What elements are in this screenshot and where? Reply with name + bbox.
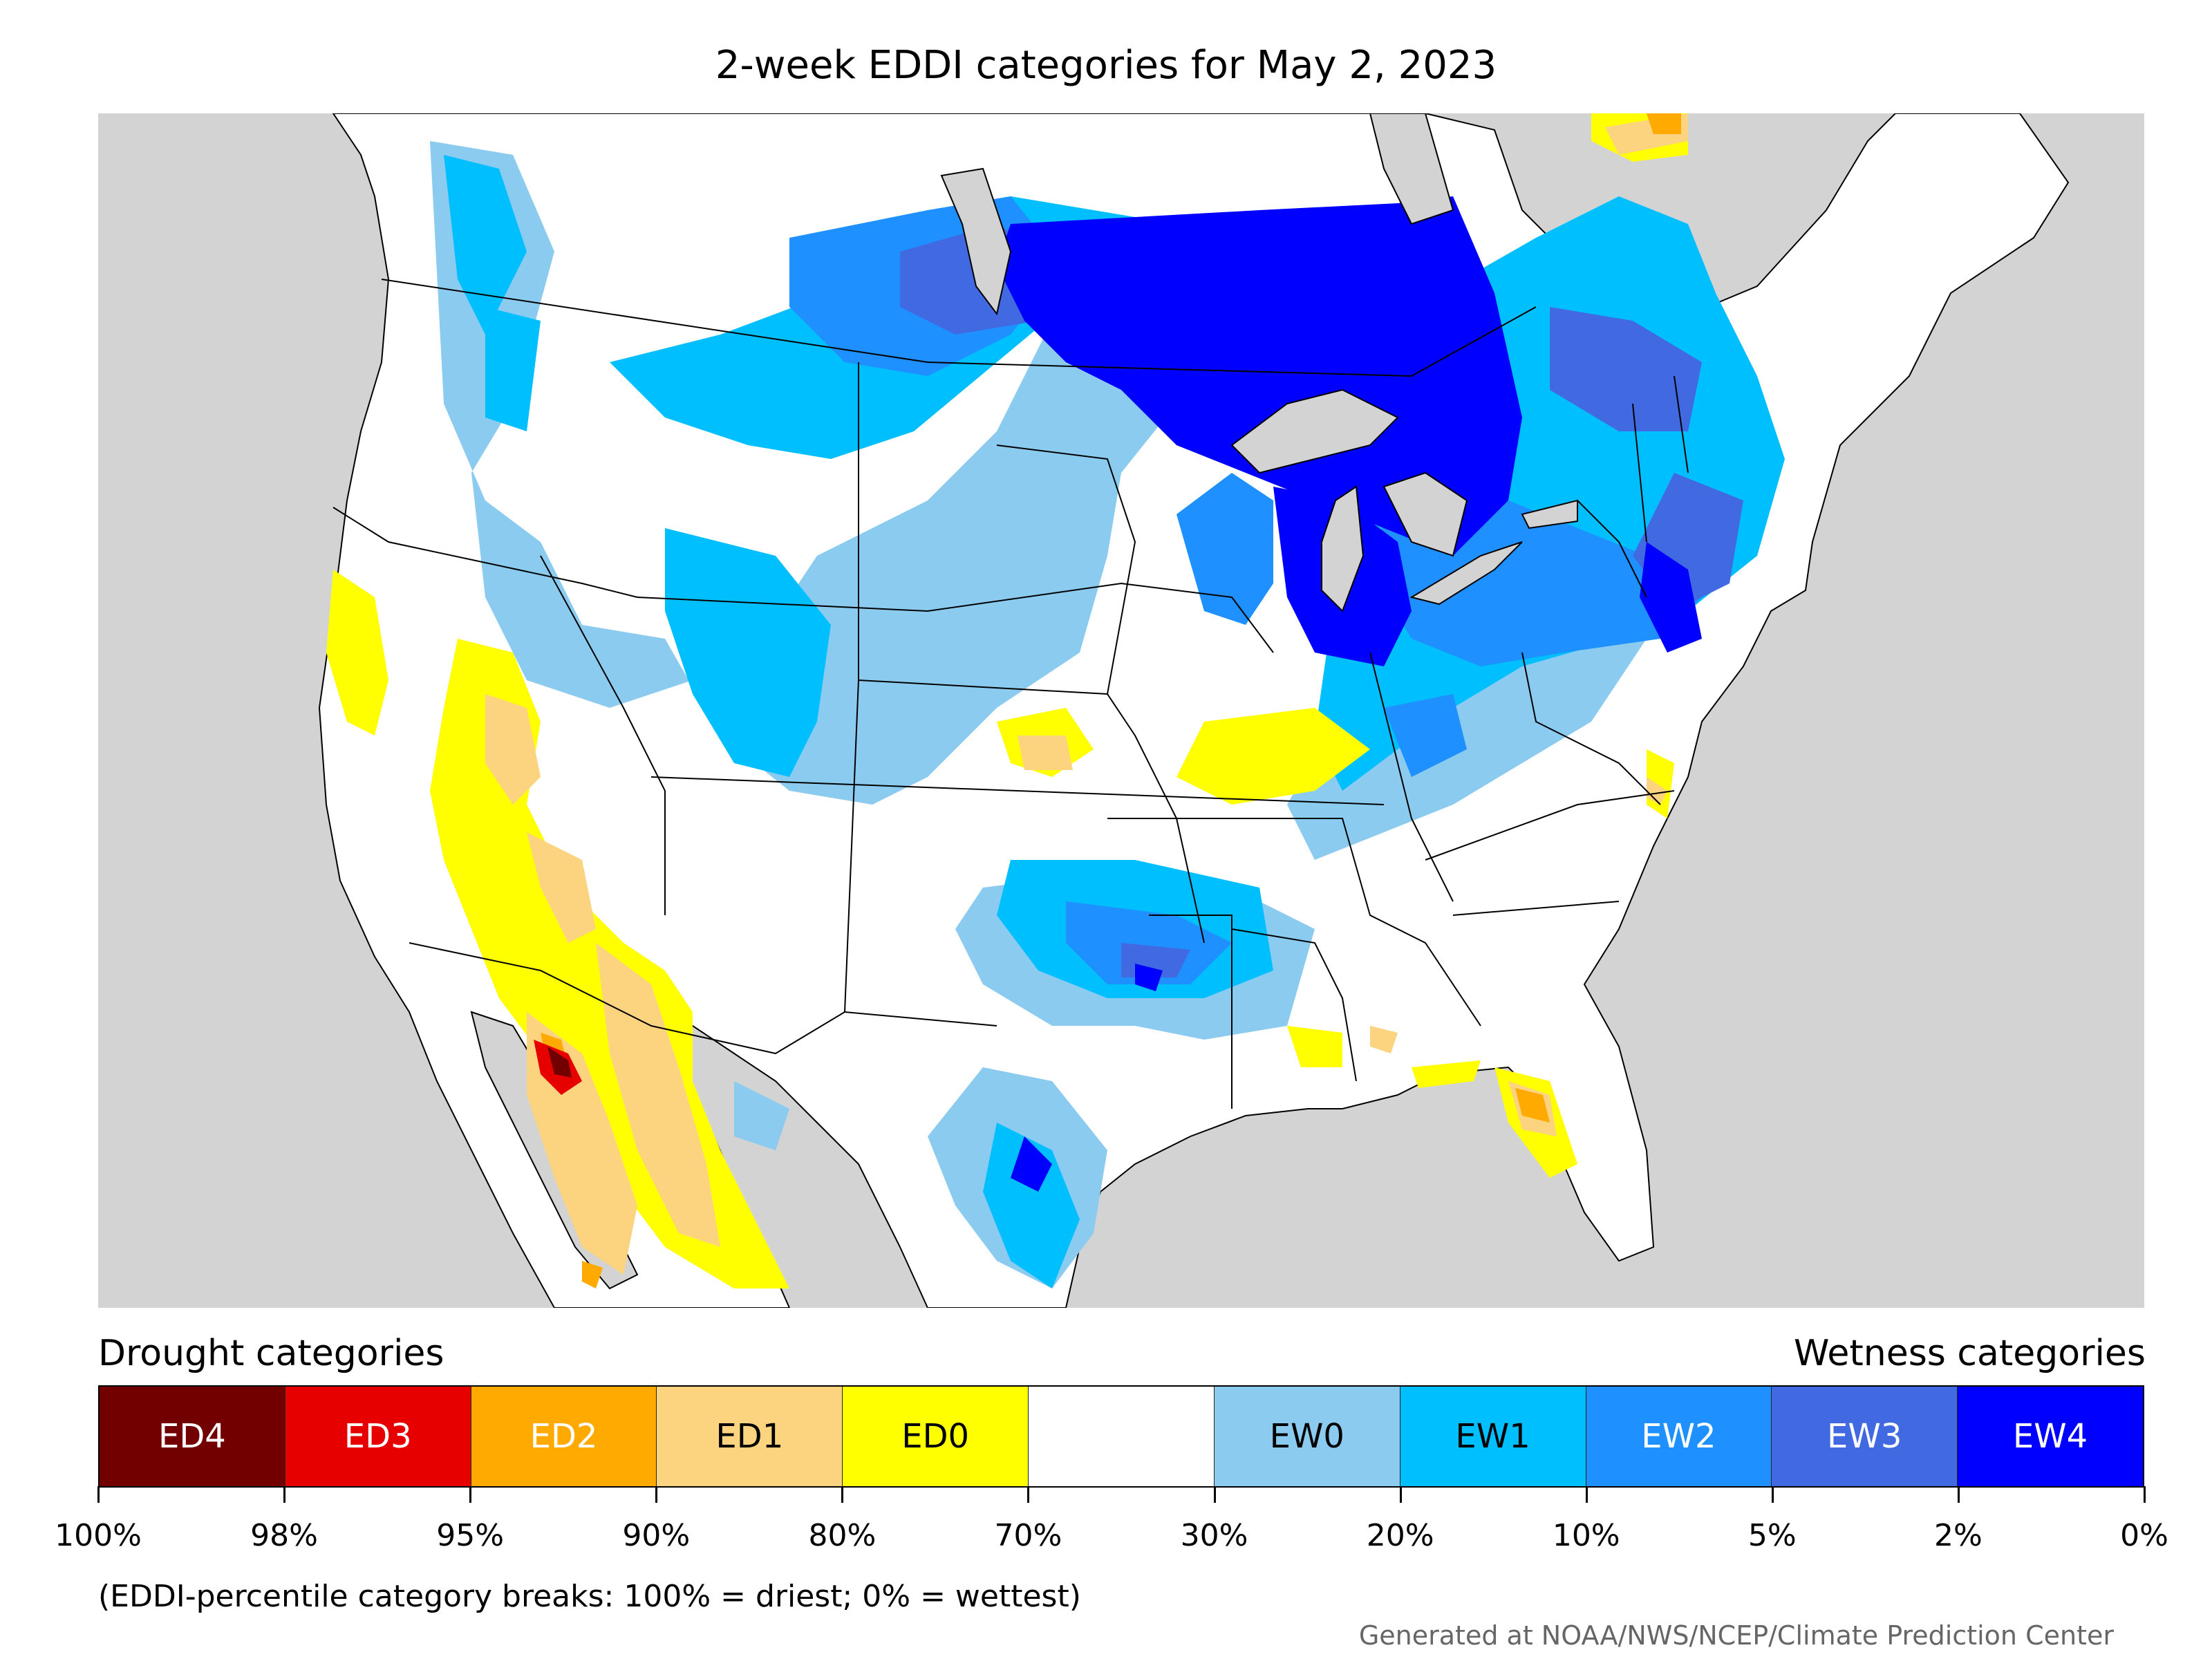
lakes xyxy=(940,113,1578,612)
legend-cell-ew1: EW1 xyxy=(1399,1387,1586,1486)
category-breaks-footnote: (EDDI-percentile category breaks: 100% =… xyxy=(98,1579,1081,1614)
category-colorbar: ED4 ED3 ED2 ED1 ED0 EW0 EW1 EW2 EW3 EW4 xyxy=(98,1385,2144,1488)
eddi-map xyxy=(98,113,2144,1308)
tick-mark xyxy=(1585,1486,1588,1503)
tick-mark xyxy=(1213,1486,1216,1503)
lake-superior xyxy=(1230,388,1399,474)
tick-mark xyxy=(97,1486,100,1503)
ed4-region xyxy=(547,1047,572,1078)
tick-mark xyxy=(283,1486,286,1503)
legend-cell-ed1: ED1 xyxy=(656,1387,843,1486)
tick-mark xyxy=(655,1486,658,1503)
tick-mark xyxy=(1771,1486,1774,1503)
legend-cell-ed3: ED3 xyxy=(284,1387,471,1486)
legend-cell-ed4: ED4 xyxy=(100,1387,285,1486)
lake-huron xyxy=(1382,471,1468,557)
tick-label: 0% xyxy=(2120,1518,2168,1553)
tick-mark xyxy=(841,1486,844,1503)
lake-winnipeg xyxy=(940,167,1012,316)
tick-label: 95% xyxy=(436,1518,505,1553)
legend-cell-ew3: EW3 xyxy=(1771,1387,1958,1486)
tick-mark xyxy=(1957,1486,1960,1503)
map-frame xyxy=(98,113,2144,1308)
tick-label: 90% xyxy=(622,1518,691,1553)
percentile-ticks: 100% 98% 95% 90% 80% 70% 30% 20% 10% 5% 2% 0% xyxy=(55,1486,2168,1569)
generated-credit: Generated at NOAA/NWS/NCEP/Climate Predi… xyxy=(1358,1620,2114,1651)
tick-mark xyxy=(2144,1486,2146,1503)
tick-label: 5% xyxy=(1747,1518,1797,1553)
tick-label: 30% xyxy=(1180,1518,1248,1553)
tick-label: 2% xyxy=(1934,1518,1983,1553)
legend-cell-ew0: EW0 xyxy=(1213,1387,1400,1486)
legend-cell-ed0: ED0 xyxy=(842,1387,1029,1486)
tick-label: 10% xyxy=(1552,1518,1620,1553)
tick-label: 98% xyxy=(250,1518,318,1553)
lake-erie xyxy=(1409,541,1523,606)
tick-label: 80% xyxy=(808,1518,877,1553)
ew4-regions xyxy=(997,196,1702,1192)
tick-label: 70% xyxy=(994,1518,1062,1553)
drought-categories-heading: Drought categories xyxy=(98,1333,444,1374)
tick-mark xyxy=(1027,1486,1030,1503)
political-boundaries xyxy=(332,279,1689,1109)
tick-mark xyxy=(469,1486,472,1503)
map-title: 2-week EDDI categories for May 2, 2023 xyxy=(715,43,1497,88)
tick-label: 100% xyxy=(55,1518,142,1553)
legend-cell-ew4: EW4 xyxy=(1957,1387,2143,1486)
legend-cell-ew2: EW2 xyxy=(1585,1387,1772,1486)
lake-ontario xyxy=(1521,499,1578,529)
legend-cell-ed2: ED2 xyxy=(470,1387,657,1486)
hudson-bay-inlet xyxy=(1369,113,1454,225)
wetness-categories-heading: Wetness categories xyxy=(1794,1333,2146,1374)
legend-cell-normal xyxy=(1028,1387,1214,1486)
tick-mark xyxy=(1399,1486,1402,1503)
tick-label: 20% xyxy=(1366,1518,1434,1553)
ed3-ed4-regions xyxy=(534,1040,582,1095)
lake-michigan xyxy=(1321,485,1365,612)
